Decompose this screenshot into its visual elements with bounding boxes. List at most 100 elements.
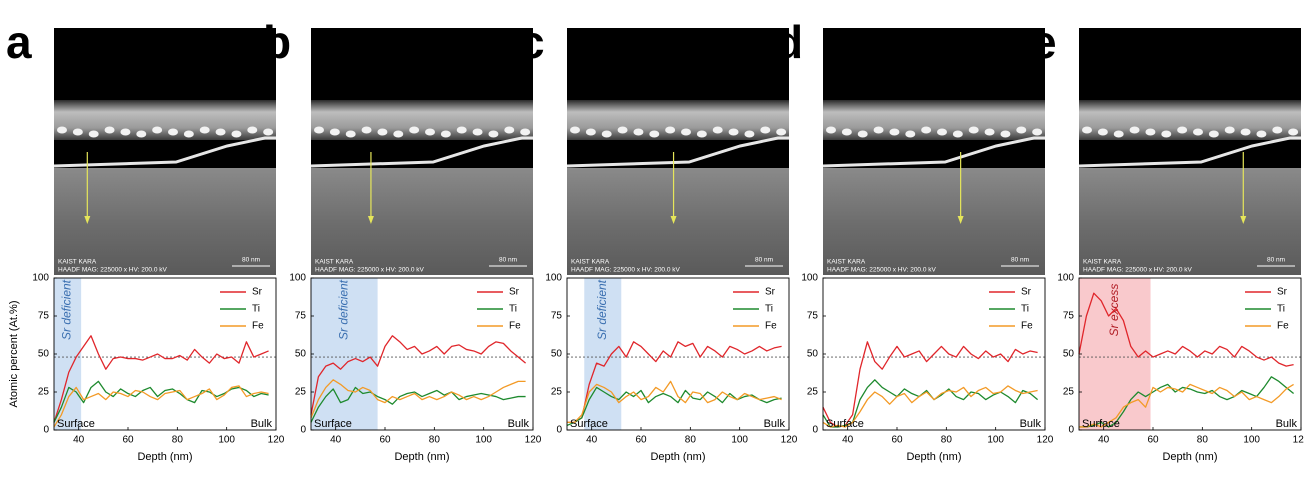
x-tick-label: 120	[1293, 435, 1304, 446]
legend-label: Fe	[765, 321, 777, 332]
y-tick-label: 100	[289, 273, 306, 284]
y-axis-label: Atomic percent (At.%)	[8, 301, 20, 408]
series-line	[310, 335, 527, 415]
image-caption: KAIST KARA	[1083, 259, 1122, 266]
plot-frame	[566, 277, 790, 431]
stem-particle	[1256, 130, 1267, 138]
stem-particle	[1161, 130, 1172, 138]
stem-particle	[456, 126, 467, 134]
stem-particle	[231, 130, 242, 138]
legend-label: Ti	[509, 304, 517, 315]
region-label: Sr deficient	[595, 279, 609, 340]
panel-label: b	[263, 16, 291, 68]
series-line	[566, 386, 782, 427]
series-line	[567, 380, 782, 424]
stem-interface-line	[53, 136, 276, 168]
x-tick-label: 40	[842, 435, 854, 446]
stem-particle	[199, 126, 210, 134]
highlight-region	[54, 278, 82, 430]
x-tick-label: 80	[685, 435, 697, 446]
stem-particle	[760, 126, 771, 134]
y-tick-label: 25	[807, 387, 819, 398]
image-caption: HAADF MAG: 225000 x HV: 200.0 kV	[827, 267, 937, 274]
annotation-surface: Surface	[57, 418, 95, 430]
stem-particle	[104, 126, 115, 134]
x-tick-label: 60	[635, 435, 647, 446]
arrow-head	[957, 216, 964, 224]
image-caption: KAIST KARA	[315, 259, 354, 266]
stem-particle	[520, 128, 531, 136]
stem-particle	[826, 126, 836, 134]
stem-particle	[712, 126, 723, 134]
stem-particle	[570, 126, 580, 134]
plot-frame	[822, 277, 1046, 431]
stem-bulk	[567, 168, 789, 275]
x-tick-label: 40	[330, 435, 342, 446]
annotation-bulk: Bulk	[1020, 418, 1042, 430]
series-line	[53, 380, 269, 423]
stem-particle	[152, 126, 163, 134]
x-axis-label: Depth (nm)	[394, 451, 449, 463]
y-tick-label: 50	[38, 349, 50, 360]
y-tick-label: 50	[807, 349, 819, 360]
arrow-head	[367, 216, 374, 224]
plot-frame	[53, 277, 277, 431]
legend-label: Sr	[765, 287, 776, 298]
image-caption: KAIST KARA	[58, 259, 97, 266]
stem-interface-line	[1078, 136, 1301, 168]
stem-particle	[440, 130, 451, 138]
stem-particle	[361, 126, 372, 134]
stem-particle	[263, 128, 274, 136]
image-caption: KAIST KARA	[571, 259, 610, 266]
y-tick-label: 0	[1068, 425, 1074, 436]
legend-label: Fe	[509, 321, 521, 332]
stem-particle	[601, 130, 612, 138]
stem-particle	[377, 128, 388, 136]
x-axis-label: Depth (nm)	[906, 451, 961, 463]
stem-interface-line	[822, 136, 1045, 168]
stem-coating-layer	[54, 100, 276, 140]
y-tick-label: 50	[1063, 349, 1075, 360]
stem-particle	[345, 130, 356, 138]
annotation-bulk: Bulk	[251, 418, 273, 430]
x-tick-label: 40	[1098, 435, 1110, 446]
x-tick-label: 100	[987, 435, 1004, 446]
arrow-head	[670, 216, 677, 224]
stem-particle	[665, 126, 676, 134]
stem-particle	[649, 130, 660, 138]
x-tick-label: 120	[1037, 435, 1054, 446]
panel-label: e	[1031, 16, 1057, 68]
series-line	[567, 341, 782, 424]
annotation-surface: Surface	[314, 418, 352, 430]
stem-coating-layer	[311, 100, 533, 140]
x-tick-label: 40	[73, 435, 85, 446]
legend-label: Ti	[252, 304, 260, 315]
stem-particle	[215, 128, 226, 136]
x-tick-label: 60	[379, 435, 391, 446]
x-tick-label: 80	[941, 435, 953, 446]
stem-particle	[329, 128, 340, 136]
x-tick-label: 40	[586, 435, 598, 446]
stem-particle	[120, 128, 131, 136]
stem-particle	[905, 130, 916, 138]
stem-particle	[1272, 126, 1283, 134]
y-tick-label: 0	[300, 425, 306, 436]
series-line	[53, 335, 269, 423]
y-tick-label: 25	[551, 387, 563, 398]
y-tick-label: 75	[1063, 311, 1075, 322]
legend-label: Fe	[1021, 321, 1033, 332]
image-caption: HAADF MAG: 225000 x HV: 200.0 kV	[571, 267, 681, 274]
stem-particle	[744, 130, 755, 138]
x-tick-label: 60	[1147, 435, 1159, 446]
region-label: Sr deficient	[60, 279, 74, 340]
stem-interface-line	[566, 136, 789, 168]
stem-coating-layer	[823, 100, 1045, 140]
stem-particle	[472, 128, 483, 136]
stem-bulk	[1079, 168, 1301, 275]
scale-bar-label: 80 nm	[1011, 257, 1029, 264]
y-tick-label: 100	[1057, 273, 1074, 284]
legend-label: Sr	[252, 287, 263, 298]
legend-label: Sr	[1277, 287, 1288, 298]
stem-particle	[1224, 126, 1235, 134]
x-axis-label: Depth (nm)	[650, 451, 705, 463]
